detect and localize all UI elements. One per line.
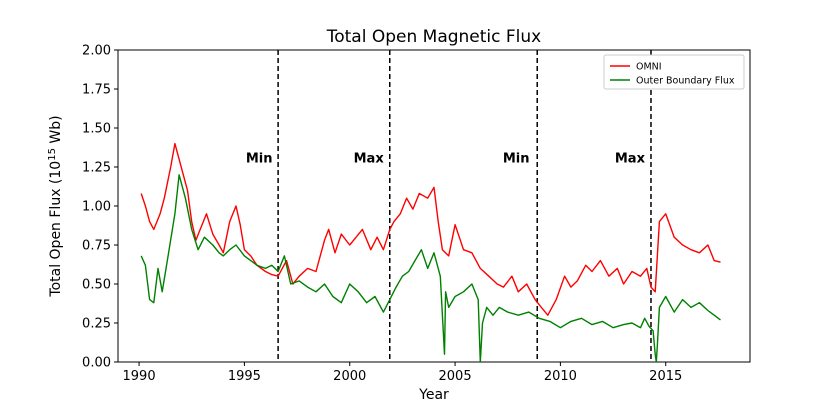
annotation-label: Min (503, 151, 530, 166)
legend-label: Outer Boundary Flux (636, 76, 735, 87)
x-tick-label: 2015 (649, 369, 682, 384)
y-tick-label: 1.00 (82, 200, 111, 215)
x-tick-label: 2010 (544, 369, 577, 384)
x-axis: 1990 1995 2000 2005 2010 2015 (123, 362, 682, 384)
vlines-layer (277, 50, 652, 362)
x-tick-label: 1995 (228, 369, 261, 384)
y-axis-label-main: Total Open Flux (10 (48, 161, 64, 298)
annotation-label: Min (246, 151, 273, 166)
annotations-layer: Min Max Min Max (246, 151, 646, 166)
x-tick-label: 2000 (333, 369, 366, 384)
y-axis-label: Total Open Flux (1015 Wb) (47, 115, 65, 297)
y-tick-label: 0.00 (82, 356, 111, 371)
x-tick-label: 2005 (439, 369, 472, 384)
series-line-outer-boundary-flux (140, 174, 721, 362)
y-tick-label: 0.50 (82, 278, 111, 293)
y-axis-label-sup: 15 (47, 148, 58, 161)
y-axis: 0.00 0.25 0.50 0.75 1.00 1.25 1.50 1.75 2.00 (82, 44, 118, 371)
plot-frame (117, 49, 751, 363)
legend-box (603, 54, 745, 90)
annotation-label: Max (354, 151, 385, 166)
chart-title: Total Open Magnetic Flux (326, 27, 542, 47)
y-axis-label-unit: Wb) (48, 115, 64, 148)
y-tick-label: 2.00 (82, 44, 111, 59)
annotation-label: Max (615, 151, 646, 166)
legend-label: OMNI (636, 62, 662, 73)
y-tick-label: 1.75 (82, 83, 111, 98)
y-tick-label: 1.25 (82, 161, 111, 176)
plot-area (117, 49, 751, 363)
series-line-omni (140, 142, 721, 316)
y-tick-label: 0.75 (82, 239, 111, 254)
y-tick-label: 0.25 (82, 317, 111, 332)
legend: OMNI Outer Boundary Flux (603, 54, 745, 90)
series-layer (140, 142, 721, 362)
x-axis-label: Year (418, 387, 449, 403)
y-tick-label: 1.50 (82, 122, 111, 137)
x-tick-label: 1990 (123, 369, 156, 384)
